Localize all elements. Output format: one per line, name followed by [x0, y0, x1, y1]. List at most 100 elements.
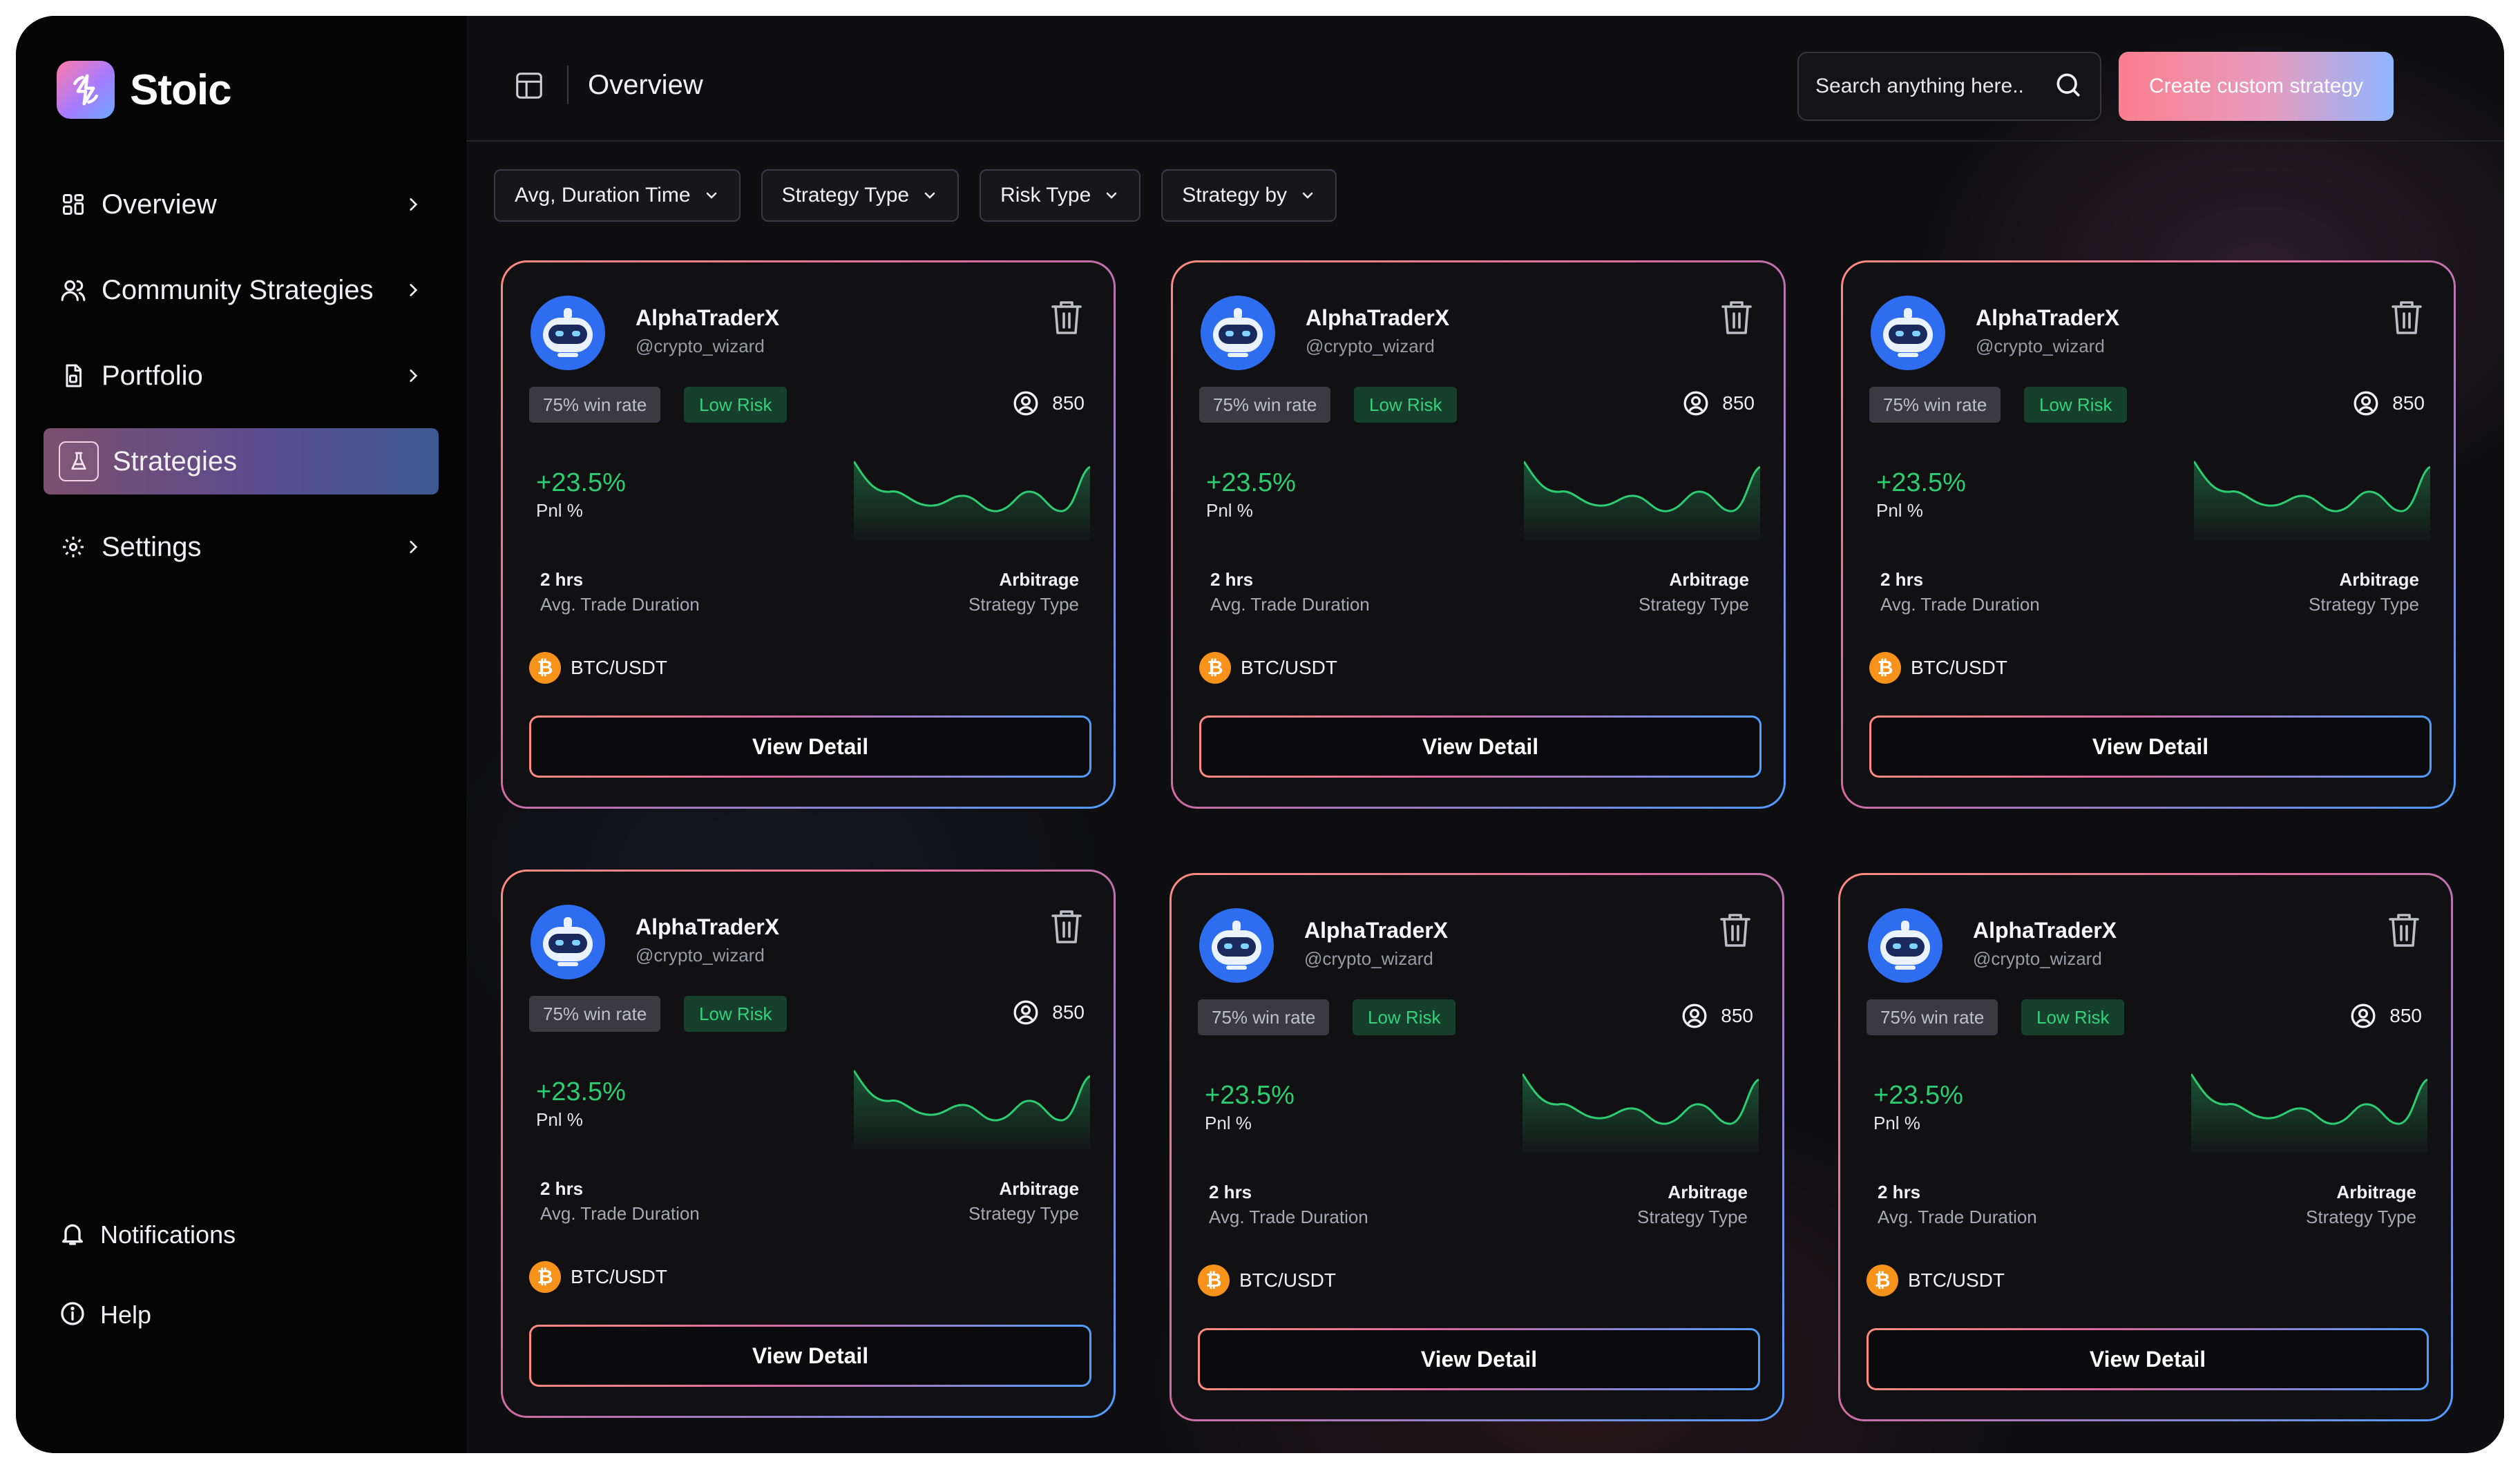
trash-icon[interactable] — [2390, 298, 2423, 337]
sidebar-item-overview[interactable]: Overview — [44, 171, 439, 238]
pnl-value: +23.5% — [1873, 1081, 1963, 1110]
trading-pair-label: BTC/USDT — [1241, 657, 1337, 678]
trash-icon[interactable] — [2387, 911, 2421, 950]
robot-avatar-icon — [1869, 294, 1947, 372]
view-detail-label: View Detail — [1201, 718, 1759, 776]
view-detail-button[interactable]: View Detail — [1869, 716, 2432, 778]
view-detail-button[interactable]: View Detail — [1867, 1328, 2429, 1390]
brand[interactable]: Stoic — [57, 61, 232, 119]
trader-handle: @crypto_wizard — [636, 945, 765, 966]
strategy-card-body: AlphaTraderX @crypto_wizard 75% win rate… — [1840, 875, 2451, 1419]
top-bar: Overview Create custom strategy — [466, 16, 2504, 142]
risk-badge: Low Risk — [2021, 999, 2125, 1035]
strategy-type-value: Arbitrage — [1669, 569, 1749, 590]
pnl-label: Pnl % — [536, 500, 583, 521]
avg-duration-label: Avg. Trade Duration — [540, 594, 700, 615]
brand-name: Stoic — [130, 66, 232, 114]
chevron-right-icon — [403, 365, 423, 386]
strategy-card: AlphaTraderX @crypto_wizard 75% win rate… — [1170, 873, 1784, 1421]
trash-icon[interactable] — [1719, 911, 1752, 950]
strategy-type-value: Arbitrage — [2336, 1182, 2416, 1202]
pnl-label: Pnl % — [1206, 500, 1253, 521]
pnl-label: Pnl % — [1873, 1113, 1920, 1133]
sidebar-item-portfolio[interactable]: Portfolio — [44, 343, 439, 409]
avg-duration-value: 2 hrs — [1209, 1182, 1252, 1202]
robot-avatar-icon — [1867, 907, 1944, 984]
trash-icon[interactable] — [1720, 298, 1753, 337]
followers-count: 850 — [1012, 390, 1085, 417]
sidebar-item-settings[interactable]: Settings — [44, 514, 439, 580]
sidebar-item-label: Settings — [102, 531, 202, 562]
strategy-card-body: AlphaTraderX @crypto_wizard 75% win rate… — [503, 872, 1114, 1416]
risk-badge: Low Risk — [1353, 999, 1456, 1035]
trading-pair: ₿ BTC/USDT — [1869, 652, 2007, 684]
strategy-type-label: Strategy Type — [2309, 594, 2419, 615]
chevron-down-icon — [1302, 192, 1313, 199]
trading-pair-label: BTC/USDT — [571, 1266, 667, 1287]
view-detail-label: View Detail — [1871, 718, 2430, 776]
view-detail-button[interactable]: View Detail — [1198, 1328, 1760, 1390]
followers-count: 850 — [2352, 390, 2425, 417]
filter-strategy-by[interactable]: Strategy by — [1161, 169, 1337, 222]
win-rate-badge: 75% win rate — [529, 996, 661, 1032]
risk-badge: Low Risk — [684, 387, 788, 423]
search-box[interactable] — [1797, 52, 2101, 121]
chevron-right-icon — [403, 537, 423, 557]
view-detail-button[interactable]: View Detail — [529, 1325, 1091, 1387]
win-rate-badge: 75% win rate — [1869, 387, 2001, 423]
view-detail-button[interactable]: View Detail — [529, 716, 1091, 778]
user-circle-icon — [1013, 1000, 1038, 1025]
win-rate-badge: 75% win rate — [1199, 387, 1331, 423]
avg-duration-label: Avg. Trade Duration — [1880, 594, 2040, 615]
view-detail-label: View Detail — [1200, 1330, 1758, 1388]
trading-pair: ₿ BTC/USDT — [1867, 1265, 2005, 1296]
trader-name: AlphaTraderX — [1304, 918, 1449, 943]
strategy-card: AlphaTraderX @crypto_wizard 75% win rate… — [501, 260, 1116, 809]
win-rate-badge: 75% win rate — [1198, 999, 1330, 1035]
strategy-card-body: AlphaTraderX @crypto_wizard 75% win rate… — [1173, 262, 1784, 807]
chevron-right-icon — [403, 194, 423, 215]
filter-risk-type[interactable]: Risk Type — [980, 169, 1141, 222]
bitcoin-icon: ₿ — [1199, 652, 1231, 684]
view-detail-button[interactable]: View Detail — [1199, 716, 1762, 778]
trader-name: AlphaTraderX — [636, 305, 780, 330]
chevron-right-icon — [403, 280, 423, 300]
filter-label: Strategy by — [1182, 184, 1288, 207]
filter-strategy-type[interactable]: Strategy Type — [761, 169, 960, 222]
grid-icon — [59, 190, 88, 219]
sidebar-item-help[interactable]: Help — [59, 1294, 236, 1336]
sidebar-item-community-strategies[interactable]: Community Strategies — [44, 257, 439, 323]
sidebar-item-label: Help — [100, 1300, 152, 1329]
chevron-down-icon — [706, 192, 716, 199]
sidebar-item-label: Notifications — [100, 1220, 236, 1249]
pnl-sparkline — [854, 1070, 1090, 1149]
trash-icon[interactable] — [1050, 298, 1083, 337]
followers-value: 850 — [2392, 392, 2425, 414]
avg-duration-label: Avg. Trade Duration — [1209, 1207, 1368, 1227]
view-detail-label: View Detail — [531, 1327, 1089, 1385]
page-title: Overview — [588, 70, 703, 100]
strategy-type-label: Strategy Type — [968, 1203, 1079, 1224]
filter-avg-duration[interactable]: Avg, Duration Time — [494, 169, 741, 222]
bitcoin-icon: ₿ — [1867, 1265, 1898, 1296]
avg-duration-value: 2 hrs — [540, 1178, 584, 1199]
avg-duration-label: Avg. Trade Duration — [540, 1203, 700, 1224]
trash-icon[interactable] — [1050, 908, 1083, 946]
trading-pair: ₿ BTC/USDT — [529, 1261, 667, 1293]
sidebar-toggle-icon[interactable] — [513, 70, 545, 102]
brand-logo-icon — [57, 61, 115, 119]
avg-duration-value: 2 hrs — [1880, 569, 1924, 590]
strategy-card-body: AlphaTraderX @crypto_wizard 75% win rate… — [1843, 262, 2454, 807]
search-icon[interactable] — [2053, 70, 2083, 104]
search-input[interactable] — [1815, 75, 2053, 98]
strategy-type-value: Arbitrage — [1668, 1182, 1748, 1202]
filter-label: Strategy Type — [781, 184, 910, 207]
robot-avatar-icon — [1198, 907, 1275, 984]
user-circle-icon — [1683, 391, 1708, 416]
followers-value: 850 — [1052, 1001, 1085, 1023]
pnl-sparkline — [1522, 1073, 1759, 1153]
create-custom-strategy-button[interactable]: Create custom strategy — [2119, 52, 2394, 121]
sidebar-item-strategies[interactable]: Strategies — [44, 428, 439, 495]
sidebar-item-notifications[interactable]: Notifications — [59, 1214, 236, 1256]
pnl-value: +23.5% — [536, 468, 626, 497]
